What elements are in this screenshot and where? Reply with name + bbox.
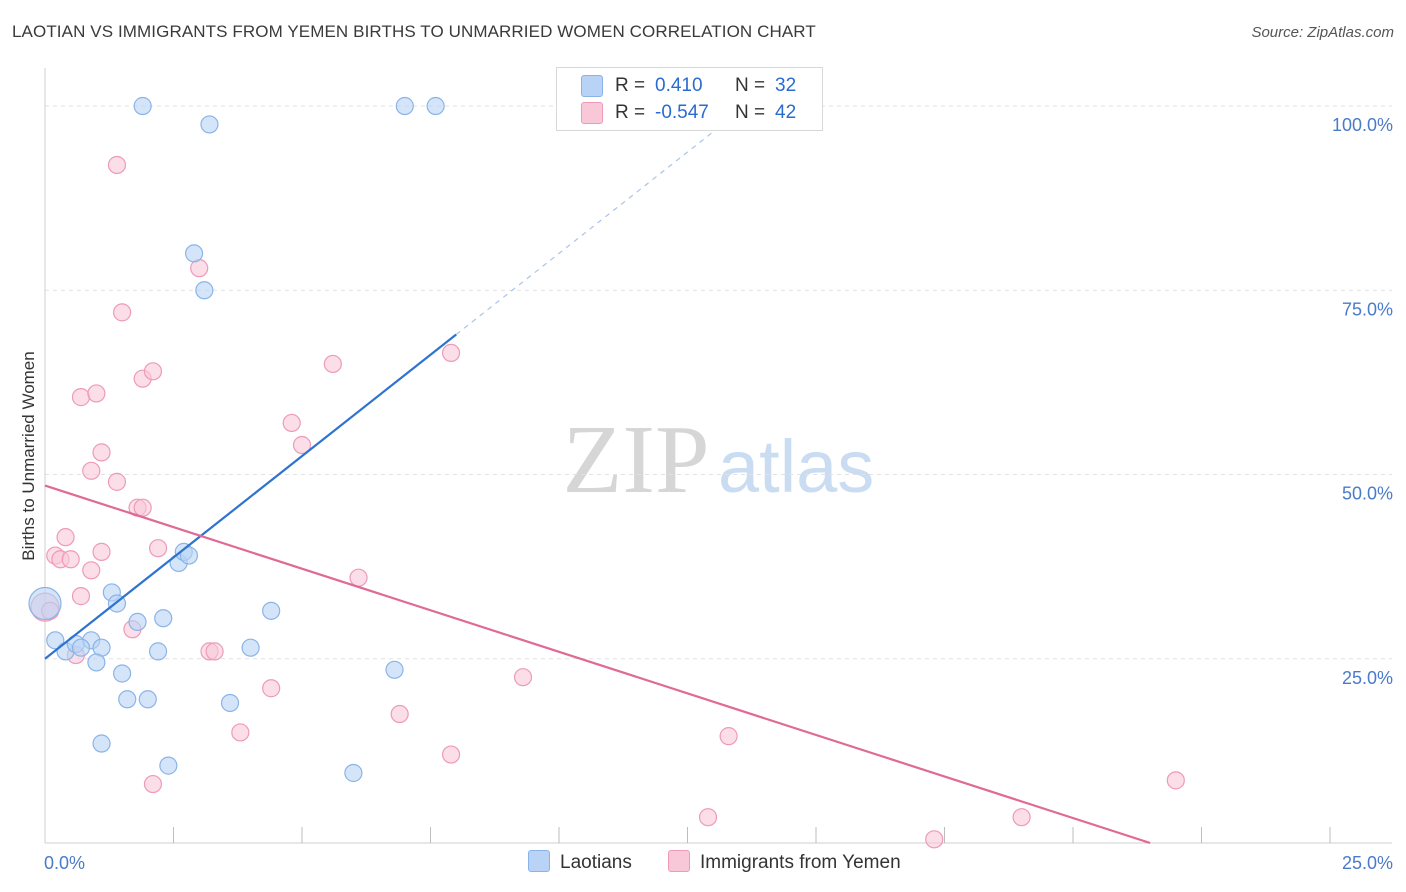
yemen-point — [143, 362, 163, 381]
chart-title: LAOTIAN VS IMMIGRANTS FROM YEMEN BIRTHS … — [12, 22, 816, 41]
source-credit: Source: ZipAtlas.com — [1251, 24, 1394, 41]
axes — [44, 68, 1392, 844]
yemen-point — [87, 384, 106, 403]
y-tick-label: 50.0% — [1342, 484, 1393, 504]
laotian-point — [195, 281, 214, 300]
y-axis-label: Births to Unmarried Women — [19, 351, 38, 560]
laotian-point — [184, 244, 204, 263]
yemen-point — [148, 539, 168, 558]
yemen-point — [719, 727, 738, 746]
y-tick-label: 75.0% — [1342, 299, 1393, 319]
y-tick-labels: 25.0% 50.0% 75.0% 100.0% — [1332, 115, 1393, 688]
laotian-point — [385, 660, 404, 679]
laotian-point — [118, 690, 137, 709]
legend-n-value: 32 — [775, 75, 797, 97]
laotian-point — [426, 96, 445, 116]
legend-r-label: R = — [615, 102, 646, 124]
yemen-point — [262, 679, 281, 698]
laotian-point — [28, 586, 62, 621]
legend-item-yemen[interactable]: Immigrants from Yemen — [668, 850, 901, 874]
laotian-point — [159, 756, 178, 775]
yemen-point — [513, 668, 533, 687]
yemen-point — [925, 830, 944, 849]
legend-row-yemen: R = -0.547 N = 42 — [581, 102, 796, 126]
watermark: ZIP atlas — [563, 406, 875, 514]
laotian-point — [179, 546, 199, 565]
laotian-point — [112, 664, 132, 683]
yemen-point — [323, 354, 342, 374]
laotian-point — [241, 638, 260, 657]
legend-swatch-laotians — [581, 75, 603, 97]
gridlines — [45, 105, 1392, 660]
yemen-trend-line — [44, 484, 1151, 845]
laotian-point — [200, 115, 219, 134]
yemen-point — [143, 774, 163, 794]
laotian-point — [138, 690, 157, 709]
yemen-point — [61, 550, 80, 569]
laotian-point — [262, 601, 281, 620]
laotian-trend-extension — [455, 131, 714, 335]
yemen-point — [56, 528, 75, 547]
x-tick-label: 0.0% — [44, 853, 85, 873]
laotian-trend-line — [44, 333, 457, 660]
yemen-point — [133, 498, 152, 517]
legend-r-value: 0.410 — [655, 75, 703, 97]
laotian-point — [344, 763, 363, 783]
laotian-point — [71, 638, 91, 657]
legend-swatch-yemen — [668, 850, 690, 872]
yemen-point — [92, 542, 111, 561]
yemen-point — [292, 435, 312, 455]
yemen-point — [390, 704, 409, 724]
legend-n-label: N = — [735, 75, 766, 97]
laotian-point — [128, 612, 147, 632]
x-tick-labels: 0.0% 25.0% — [44, 853, 1393, 873]
yemen-point — [698, 808, 718, 827]
legend-r-label: R = — [615, 75, 646, 97]
yemen-point — [82, 561, 101, 580]
yemen-point — [107, 155, 127, 175]
watermark-zip: ZIP — [563, 406, 710, 514]
yemen-point — [1166, 771, 1185, 790]
laotian-point — [133, 96, 152, 116]
trend-lines — [44, 131, 1151, 845]
yemen-point — [282, 413, 301, 433]
laotian-point — [92, 734, 111, 753]
yemen-point — [231, 723, 250, 742]
laotian-point — [87, 653, 106, 672]
laotian-point — [395, 96, 414, 116]
legend-n-label: N = — [735, 102, 766, 124]
yemen-point — [112, 303, 132, 322]
legend-r-value: -0.547 — [655, 102, 709, 124]
legend-swatch-laotians — [528, 850, 550, 872]
laotian-point — [148, 642, 168, 661]
laotian-point — [154, 609, 173, 628]
correlation-legend: R = 0.410 N = 32 R = -0.547 N = 42 — [556, 67, 823, 131]
legend-n-value: 42 — [775, 102, 797, 124]
laotian-point — [220, 693, 240, 713]
yemen-point — [82, 461, 101, 480]
yemen-point — [441, 745, 461, 764]
legend-item-laotians[interactable]: Laotians — [528, 850, 632, 874]
yemen-point — [349, 568, 368, 587]
yemen-point — [92, 443, 111, 462]
yemen-point — [107, 472, 127, 491]
legend-label-laotians: Laotians — [560, 852, 632, 874]
legend-label-yemen: Immigrants from Yemen — [700, 852, 901, 874]
y-tick-label: 100.0% — [1332, 115, 1393, 135]
y-tick-label: 25.0% — [1342, 668, 1393, 688]
x-tick-label: 25.0% — [1342, 853, 1393, 873]
yemen-point — [441, 343, 461, 362]
yemen-point — [71, 587, 91, 606]
series-legend: Laotians Immigrants from Yemen — [0, 850, 1406, 878]
legend-swatch-yemen — [581, 102, 603, 124]
watermark-atlas: atlas — [718, 425, 874, 508]
yemen-point — [71, 388, 91, 407]
legend-row-laotians: R = 0.410 N = 32 — [581, 75, 796, 99]
laotian-points — [28, 96, 445, 783]
yemen-point — [205, 642, 224, 661]
yemen-point — [1012, 808, 1031, 827]
